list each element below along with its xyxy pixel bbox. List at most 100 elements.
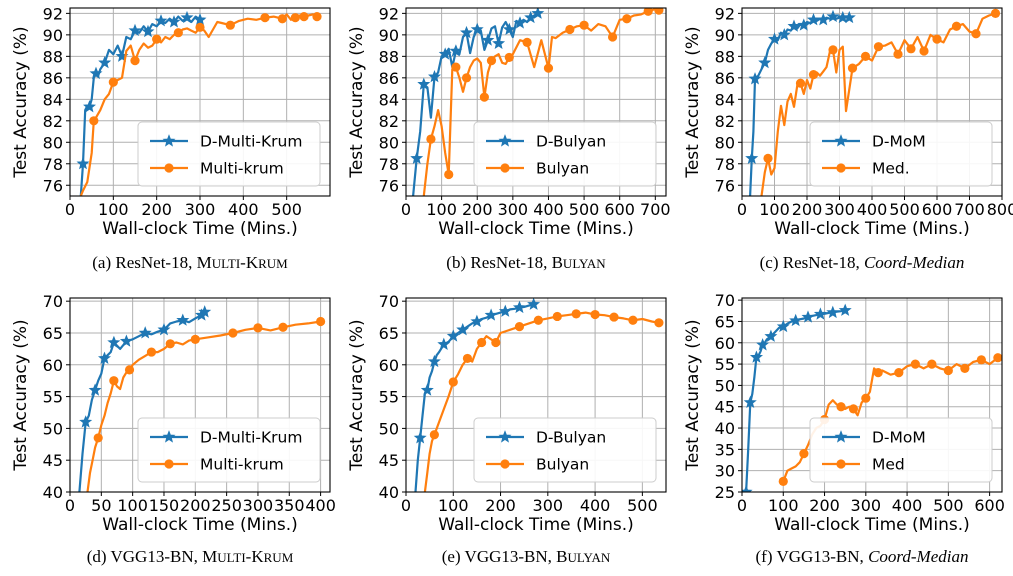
data-point: [818, 14, 830, 25]
y-tick-label: 86: [715, 69, 735, 88]
legend-label: Multi-krum: [200, 456, 284, 474]
x-tick-label: 100: [438, 496, 469, 515]
x-tick-label: 300: [185, 200, 216, 219]
x-tick-label: 100: [768, 496, 799, 515]
data-point: [147, 347, 156, 356]
data-point: [827, 307, 838, 318]
data-point: [654, 6, 663, 15]
data-point: [932, 35, 941, 44]
legend-label: Bulyan: [536, 160, 589, 178]
y-tick-label: 60: [43, 356, 63, 375]
data-point: [849, 404, 858, 413]
y-tick-label: 60: [379, 356, 399, 375]
data-point: [426, 134, 435, 143]
data-point: [628, 316, 637, 325]
y-tick-label: 78: [715, 155, 735, 174]
data-point: [759, 57, 771, 68]
x-tick-label: 400: [533, 200, 564, 219]
data-point: [226, 21, 235, 30]
data-point: [828, 45, 837, 54]
data-point: [430, 430, 439, 439]
data-point: [471, 316, 482, 327]
data-point: [993, 353, 1002, 362]
y-axis-label: Test Accuracy (%): [683, 26, 703, 178]
legend-label: Bulyan: [536, 456, 589, 474]
data-point: [228, 328, 237, 337]
data-point: [590, 310, 599, 319]
subplot-caption: (e) VGG13-BN, BULYAN: [442, 547, 611, 566]
legend-label: D-MoM: [872, 429, 926, 447]
y-tick-label: 70: [43, 292, 63, 311]
y-tick-label: 82: [379, 112, 399, 131]
data-point: [894, 368, 903, 377]
data-point: [840, 304, 851, 315]
subplot-caption: (d) VGG13-BN, MULTI-KRUM: [87, 547, 294, 566]
data-point: [991, 9, 1000, 18]
x-tick-label: 500: [627, 496, 658, 515]
y-tick-label: 78: [43, 155, 63, 174]
y-tick-label: 40: [379, 483, 399, 502]
y-axis-label: Test Accuracy (%): [347, 319, 367, 471]
data-point: [608, 32, 617, 41]
data-point: [278, 14, 287, 23]
x-tick-label: 100: [426, 200, 457, 219]
x-tick-label: 700: [640, 200, 671, 219]
subplot-2: 0 100 200 300 400 500 600 700767880828486889092…: [347, 4, 671, 272]
x-tick-label: 400: [228, 200, 259, 219]
data-point: [528, 298, 539, 309]
x-tick-label: 150: [149, 496, 180, 515]
x-tick-label: 300: [851, 496, 882, 515]
legend-marker: [836, 459, 845, 468]
y-tick-label: 80: [715, 133, 735, 152]
y-tick-label: 76: [379, 176, 399, 195]
y-tick-label: 88: [43, 47, 63, 66]
legend: D-Bulyan Bulyan: [474, 122, 656, 186]
y-axis-label: Test Accuracy (%): [11, 319, 31, 471]
data-point: [487, 56, 496, 65]
legend-label: Med.: [872, 160, 910, 178]
legend: D-Multi-Krum Multi-krum: [138, 122, 320, 186]
data-point: [451, 62, 460, 71]
y-tick-label: 80: [43, 133, 63, 152]
subplot-6: 0 100 200 300 400 500 600 25 30 35 40 45 50 55 60 65 70 D…: [683, 291, 1005, 566]
y-tick-label: 86: [43, 69, 63, 88]
data-point: [944, 366, 953, 375]
y-axis-label: Test Accuracy (%): [11, 26, 31, 178]
x-tick-label: 100: [117, 496, 148, 515]
data-point: [763, 154, 772, 163]
y-tick-label: 92: [715, 4, 735, 23]
y-tick-label: 82: [715, 112, 735, 131]
y-tick-label: 88: [715, 47, 735, 66]
data-point: [89, 116, 98, 125]
x-tick-label: 600: [922, 200, 953, 219]
data-point: [515, 322, 524, 331]
data-point: [299, 12, 308, 21]
y-tick-label: 70: [379, 292, 399, 311]
x-tick-label: 300: [243, 496, 274, 515]
data-point: [960, 364, 969, 373]
x-axis-label: Wall-clock Time (Mins.): [102, 219, 297, 239]
y-tick-label: 30: [715, 462, 735, 481]
data-point: [109, 376, 118, 385]
data-point: [130, 56, 139, 65]
data-point: [422, 384, 433, 395]
data-point: [779, 477, 788, 486]
x-tick-label: 100: [98, 200, 129, 219]
y-tick-label: 50: [379, 419, 399, 438]
x-axis-label: Wall-clock Time (Mins.): [438, 515, 633, 535]
y-tick-label: 50: [43, 419, 63, 438]
data-point: [514, 302, 526, 313]
data-point: [977, 355, 986, 364]
x-axis-label: Wall-clock Time (Mins.): [102, 515, 297, 535]
y-axis-label: Test Accuracy (%): [347, 26, 367, 178]
x-axis-label: Wall-clock Time (Mins.): [438, 219, 633, 239]
x-tick-label: 0: [65, 496, 75, 515]
data-point: [654, 318, 663, 327]
data-point: [534, 316, 543, 325]
data-point: [94, 433, 103, 442]
legend: D-Bulyan Bulyan: [474, 418, 656, 482]
data-point: [477, 338, 486, 347]
data-point: [553, 312, 562, 321]
data-point: [463, 354, 472, 363]
data-point: [906, 44, 915, 53]
